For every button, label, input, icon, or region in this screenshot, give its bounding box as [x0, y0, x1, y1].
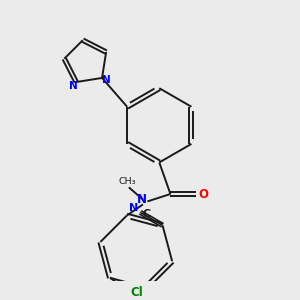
Text: N: N: [137, 193, 147, 206]
Text: N: N: [102, 75, 111, 85]
Text: C: C: [143, 209, 151, 219]
Text: O: O: [198, 188, 208, 200]
Text: N: N: [129, 203, 138, 213]
Text: CH₃: CH₃: [118, 177, 136, 186]
Text: N: N: [69, 82, 78, 92]
Text: Cl: Cl: [130, 286, 143, 299]
